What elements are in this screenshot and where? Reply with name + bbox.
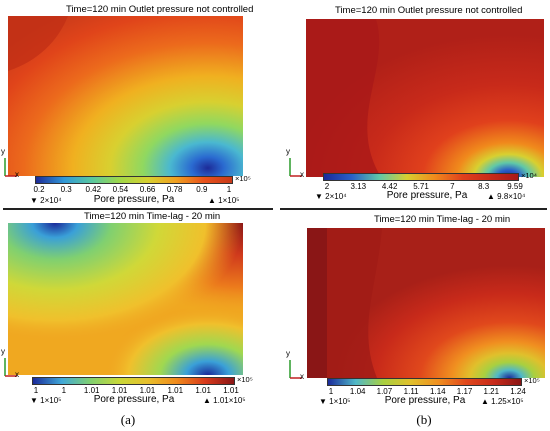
panel-a-bottom: Time=120 min Time-lag - 20 min xyxy=(0,210,275,410)
x-axis-label: x xyxy=(15,370,19,379)
colorbar-tick-label: 3.13 xyxy=(350,182,367,191)
y-axis-label: y xyxy=(1,147,5,156)
colorbar xyxy=(35,176,233,184)
panel-separator xyxy=(3,208,273,210)
panel-title: Time=120 min Outlet pressure not control… xyxy=(66,4,254,15)
x-axis-label: x xyxy=(300,372,304,381)
x-axis-label: x xyxy=(300,170,304,179)
panel-title: Time=120 min Time-lag - 20 min xyxy=(84,211,221,222)
colorbar xyxy=(32,377,235,385)
min-value: ▼ 1×10⁵ xyxy=(30,396,62,405)
colorbar-tick-label: 0.42 xyxy=(85,185,102,194)
panel-title: Time=120 min Outlet pressure not control… xyxy=(335,5,523,16)
colorbar-multiplier: ×10⁴ xyxy=(521,171,537,180)
colorbar-multiplier: ×10⁵ xyxy=(237,375,253,384)
colorbar-multiplier: ×10⁵ xyxy=(235,174,251,183)
axis-triad: y x xyxy=(1,347,21,379)
colorbar-tick-label: 1 xyxy=(328,387,334,396)
max-value: ▲ 1×10⁵ xyxy=(208,196,240,205)
panel-b-bottom: Time=120 min Time-lag - 20 min y x ×10⁵ … xyxy=(275,210,550,410)
caption-b: (b) xyxy=(416,412,432,427)
y-axis-label: y xyxy=(286,147,290,156)
min-value: ▼ 1×10⁵ xyxy=(319,397,351,406)
colorbar-tick-label: 5.71 xyxy=(413,182,429,191)
colorbar-tick-label: 1 xyxy=(61,386,67,395)
colorbar-tick-label: 1.11 xyxy=(403,387,419,396)
colorbar xyxy=(327,378,522,386)
colorbar-tick-label: 2 xyxy=(324,182,330,191)
colorbar-tick-label: 1.21 xyxy=(483,387,500,396)
colorbar-tick-label: 4.42 xyxy=(381,182,398,191)
max-value: ▲ 1.01×10⁵ xyxy=(203,396,246,405)
axis-triad: y x xyxy=(286,147,306,179)
y-axis-label: y xyxy=(286,349,290,358)
colorbar-label: Pore pressure, Pa xyxy=(93,394,175,405)
pressure-contour-plot xyxy=(8,223,243,375)
colorbar xyxy=(323,173,519,181)
colorbar-tick-label: 1.01 xyxy=(111,386,128,395)
colorbar-tick-label: 1.01 xyxy=(83,386,100,395)
colorbar-tick-label: 0.66 xyxy=(139,185,156,194)
colorbar-tick-label: 9.59 xyxy=(507,182,523,191)
colorbar-tick-label: 0.2 xyxy=(33,185,45,194)
colorbar-tick-label: 1.01 xyxy=(223,386,239,395)
pressure-contour-plot xyxy=(8,16,243,176)
colorbar-label: Pore pressure, Pa xyxy=(384,395,466,406)
colorbar-tick-label: 1.24 xyxy=(510,387,526,396)
colorbar-tick-label: 1.01 xyxy=(139,386,156,395)
y-axis-label: y xyxy=(1,347,5,356)
max-value: ▲ 9.8×10⁴ xyxy=(487,192,526,201)
colorbar-tick-label: 1.04 xyxy=(349,387,366,396)
pressure-contour-plot xyxy=(307,228,545,378)
colorbar-tick-label: 0.54 xyxy=(112,185,129,194)
colorbar-label: Pore pressure, Pa xyxy=(93,194,175,205)
caption-a: (a) xyxy=(120,412,136,427)
colorbar-tick-label: 1.14 xyxy=(430,387,446,396)
colorbar-tick-label: 1 xyxy=(226,185,232,194)
min-value: ▼ 2×10⁴ xyxy=(315,192,347,201)
x-axis-label: x xyxy=(15,170,19,179)
colorbar-tick-label: 7 xyxy=(450,182,455,191)
colorbar-tick-label: 1.01 xyxy=(167,386,184,395)
colorbar-label: Pore pressure, Pa xyxy=(386,190,468,201)
max-value: ▲ 1.25×10⁵ xyxy=(481,397,524,406)
panel-b-top: Time=120 min Outlet pressure not control… xyxy=(275,0,550,206)
colorbar-tick-label: 0.9 xyxy=(196,185,208,194)
colorbar-tick-label: 1.01 xyxy=(195,386,211,395)
panel-title: Time=120 min Time-lag - 20 min xyxy=(374,214,511,225)
axis-triad: y x xyxy=(1,147,21,179)
colorbar-tick-label: 1.17 xyxy=(456,387,473,396)
panel-separator xyxy=(280,208,547,210)
colorbar-tick-label: 1.07 xyxy=(376,387,393,396)
min-value: ▼ 2×10⁴ xyxy=(30,196,62,205)
colorbar-tick-label: 1 xyxy=(33,386,39,395)
colorbar-tick-label: 0.3 xyxy=(60,185,72,194)
panel-a-top: Time=120 min Outlet pressure not control… xyxy=(0,0,275,206)
colorbar-tick-label: 0.78 xyxy=(166,185,183,194)
colorbar-tick-label: 8.3 xyxy=(478,182,490,191)
pressure-contour-plot xyxy=(306,19,544,177)
colorbar-multiplier: ×10⁵ xyxy=(524,376,540,385)
axis-triad: y x xyxy=(286,349,306,381)
